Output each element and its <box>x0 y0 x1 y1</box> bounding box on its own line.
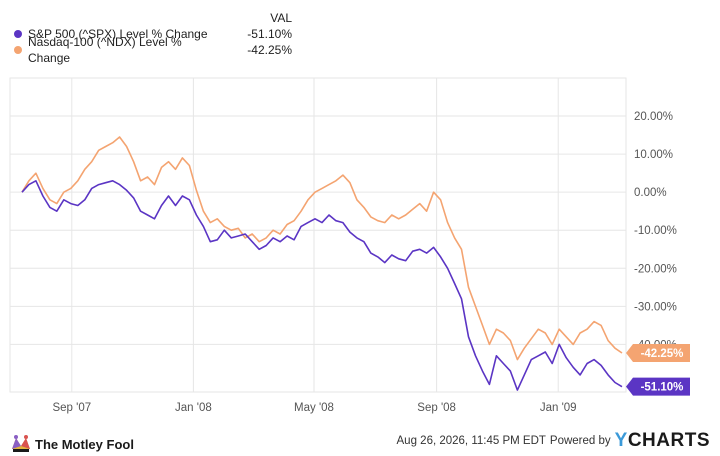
series-line-spx <box>21 180 623 391</box>
footer: The Motley Fool Aug 26, 2026, 11:45 PM E… <box>0 428 720 456</box>
x-tick-label: Sep '08 <box>417 402 456 414</box>
powered-by-label: Powered by <box>549 435 611 447</box>
y-tick-label: 20.00% <box>634 111 673 123</box>
y-tick-label: -20.00% <box>634 263 677 275</box>
end-label-ndx: -42.25% <box>626 343 690 362</box>
x-tick-label: Jan '08 <box>175 402 212 414</box>
series-line-ndx <box>21 136 623 361</box>
end-label-bg <box>626 377 690 396</box>
legend-label-ndx: Nasdaq-100 (^NDX) Level % Change <box>28 35 182 65</box>
ycharts-logo[interactable]: YCHARTS <box>615 430 710 452</box>
y-tick-label: -10.00% <box>634 225 677 237</box>
legend-dot-spx <box>14 30 22 38</box>
brand-name: The Motley Fool <box>35 436 134 452</box>
y-tick-label: 0.00% <box>634 187 667 199</box>
ycharts-logo-y: Y <box>614 430 628 451</box>
line-chart: 20.00% 10.00% 0.00% -10.00% -20.00% -30.00% -4… <box>9 77 690 414</box>
legend-item-ndx: Nasdaq-100 (^NDX) Level % Change -42.25% <box>10 35 300 65</box>
legend-label-spx: S&P 500 (^SPX) Level % Change <box>28 27 208 41</box>
x-tick-label: Jan '09 <box>540 402 577 414</box>
legend-value-header: VAL <box>270 11 292 25</box>
legend-value-spx: -51.10% <box>247 27 292 41</box>
chart-area: 20.00% 10.00% 0.00% -10.00% -20.00% -30.00% -4… <box>9 77 690 414</box>
x-tick-label: May '08 <box>294 402 334 414</box>
legend-dot-ndx <box>14 46 22 54</box>
end-label-spx: -51.10% <box>626 377 690 396</box>
timestamp: Aug 26, 2026, 11:45 PM EDT <box>396 435 546 447</box>
end-label-text: -42.25% <box>641 348 684 360</box>
x-tick-label: Sep '07 <box>52 402 91 414</box>
end-label-text: -51.10% <box>641 382 684 394</box>
end-label-bg <box>626 343 690 362</box>
plot-frame <box>9 77 627 393</box>
y-tick-label: 10.00% <box>634 149 673 161</box>
motley-fool-logo[interactable]: The Motley Fool <box>10 433 134 455</box>
legend-item-spx: S&P 500 (^SPX) Level % Change -51.10% <box>10 26 300 42</box>
legend-value-ndx: -42.25% <box>247 43 292 57</box>
y-tick-label: -30.00% <box>634 301 677 313</box>
ycharts-logo-text: CHARTS <box>627 430 710 451</box>
footer-attribution: Aug 26, 2026, 11:45 PM EDT Powered by YC… <box>397 430 710 452</box>
legend: VAL S&P 500 (^SPX) Level % Change -51.10… <box>10 10 300 65</box>
jester-hat-icon <box>12 435 30 452</box>
